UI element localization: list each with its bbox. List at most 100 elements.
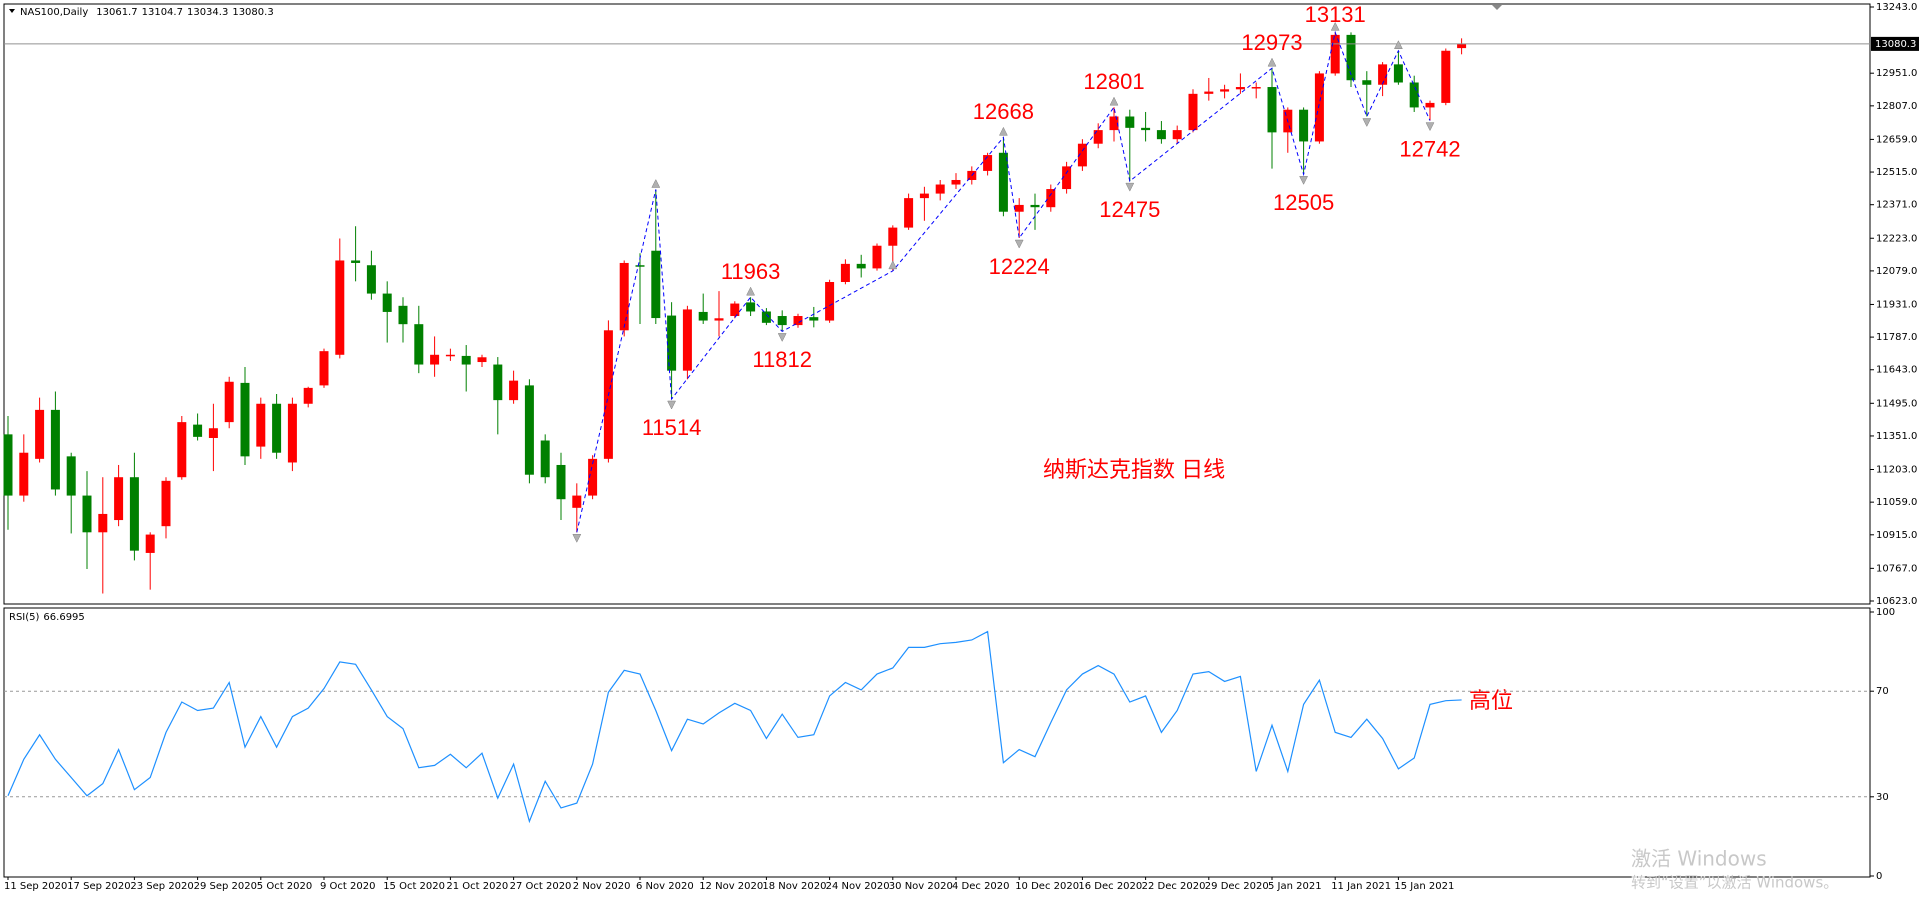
y-tick-label: 12371.0 [1876, 200, 1917, 211]
symbol-title: NAS100,Daily 13061.7 13104.7 13034.3 13080.3 [20, 7, 274, 18]
candle-body [1267, 87, 1277, 133]
candle-body [82, 495, 92, 533]
candle-body [919, 193, 929, 199]
candle-body [3, 434, 13, 496]
candle-body [398, 305, 408, 325]
candle-body [1077, 143, 1087, 167]
rsi-value: 66.6995 [43, 612, 84, 623]
current-price-label: 13080.3 [1875, 39, 1916, 50]
candle-body [1141, 127, 1151, 131]
candle-body [856, 263, 866, 269]
candle-body [667, 315, 677, 371]
pivot-arrow [777, 333, 787, 342]
candle-body [793, 316, 803, 326]
candle-body [888, 227, 898, 246]
y-tick-label: 12951.0 [1876, 68, 1917, 79]
candle-body [572, 495, 582, 508]
rsi-annotation: 高位 [1469, 688, 1513, 713]
pivot-label: 11812 [752, 347, 812, 372]
x-tick-label: 18 Nov 2020 [762, 881, 826, 892]
candle-body [840, 263, 850, 283]
candle-body [509, 380, 519, 401]
candle-body [730, 303, 740, 317]
watermark-title: 激活 Windows [1631, 847, 1767, 871]
pivot-arrow [746, 286, 756, 296]
y-tick-label: 11495.0 [1876, 398, 1917, 409]
pivot-arrow [1125, 182, 1135, 192]
pivot-arrow [1109, 96, 1119, 106]
x-tick-label: 2 Nov 2020 [573, 881, 631, 892]
x-tick-label: 27 Oct 2020 [510, 881, 572, 892]
candle-body [208, 428, 218, 438]
candle-body [1362, 80, 1372, 85]
pivot-arrow [888, 260, 898, 270]
candle-body [240, 382, 250, 457]
candle-body [1156, 130, 1166, 140]
y-tick-label: 100 [1876, 607, 1895, 618]
pivot-label: 12973 [1241, 30, 1302, 55]
pivot-label: 13131 [1305, 2, 1366, 27]
candle-body [1109, 116, 1119, 131]
candle-body [414, 324, 424, 365]
candle-body [50, 409, 60, 490]
candle-body [809, 317, 819, 321]
candle-body [1251, 87, 1261, 89]
open-value: 13061.7 [96, 7, 137, 18]
pivot-label: 12505 [1273, 190, 1334, 215]
candle-body [1204, 91, 1214, 94]
pivot-arrow [1362, 118, 1372, 128]
x-tick-label: 5 Jan 2021 [1268, 881, 1322, 892]
x-tick-label: 9 Oct 2020 [320, 881, 375, 892]
x-tick-label: 29 Sep 2020 [194, 881, 257, 892]
x-tick-label: 16 Dec 2020 [1078, 881, 1142, 892]
y-tick-label: 0 [1876, 871, 1882, 882]
candle-body [193, 424, 203, 437]
candle-body [366, 265, 376, 294]
candle-body [951, 179, 961, 185]
y-tick-label: 11931.0 [1876, 299, 1917, 310]
candle-body [161, 480, 171, 527]
candle-body [303, 387, 313, 404]
pivot-arrow [1267, 57, 1277, 67]
candle-body [177, 422, 187, 478]
y-tick-label: 10915.0 [1876, 530, 1917, 541]
zigzag-line [576, 30, 1431, 533]
x-tick-label: 11 Sep 2020 [4, 881, 67, 892]
candle-body [825, 282, 835, 321]
candle-body [493, 364, 503, 401]
x-tick-label: 24 Nov 2020 [826, 881, 890, 892]
candle-body [445, 354, 455, 357]
y-tick-label: 11643.0 [1876, 365, 1917, 376]
candle-body [998, 152, 1008, 212]
menu-arrow [9, 9, 15, 13]
pivot-label: 12742 [1399, 136, 1460, 161]
candle-body [1346, 34, 1356, 81]
x-tick-label: 29 Dec 2020 [1205, 881, 1269, 892]
candle-body [761, 311, 771, 323]
y-tick-label: 11059.0 [1876, 497, 1917, 508]
candle-body [129, 477, 139, 551]
x-tick-label: 6 Nov 2020 [636, 881, 694, 892]
candle-body [224, 381, 234, 423]
candle-body [66, 456, 76, 496]
rsi-line [7, 630, 1462, 824]
candle-body [1299, 109, 1309, 142]
candle-body [1330, 34, 1340, 74]
x-tick-label: 5 Oct 2020 [257, 881, 312, 892]
pivot-arrow [1330, 21, 1340, 31]
pivot-arrow [651, 178, 661, 188]
candle-body [1172, 130, 1182, 140]
symbol: NAS100,Daily [20, 7, 88, 18]
candle-body [145, 534, 155, 553]
x-tick-label: 4 Dec 2020 [952, 881, 1010, 892]
pivot-arrow [667, 400, 677, 410]
candle-body [98, 513, 108, 533]
candle-body [1062, 166, 1072, 190]
candle-body [698, 311, 708, 321]
candle-body [524, 385, 534, 475]
y-tick-label: 12079.0 [1876, 266, 1917, 277]
candle-body [1457, 43, 1467, 49]
high-value: 13104.7 [142, 7, 183, 18]
candle-body [272, 403, 282, 453]
close-value: 13080.3 [232, 7, 273, 18]
